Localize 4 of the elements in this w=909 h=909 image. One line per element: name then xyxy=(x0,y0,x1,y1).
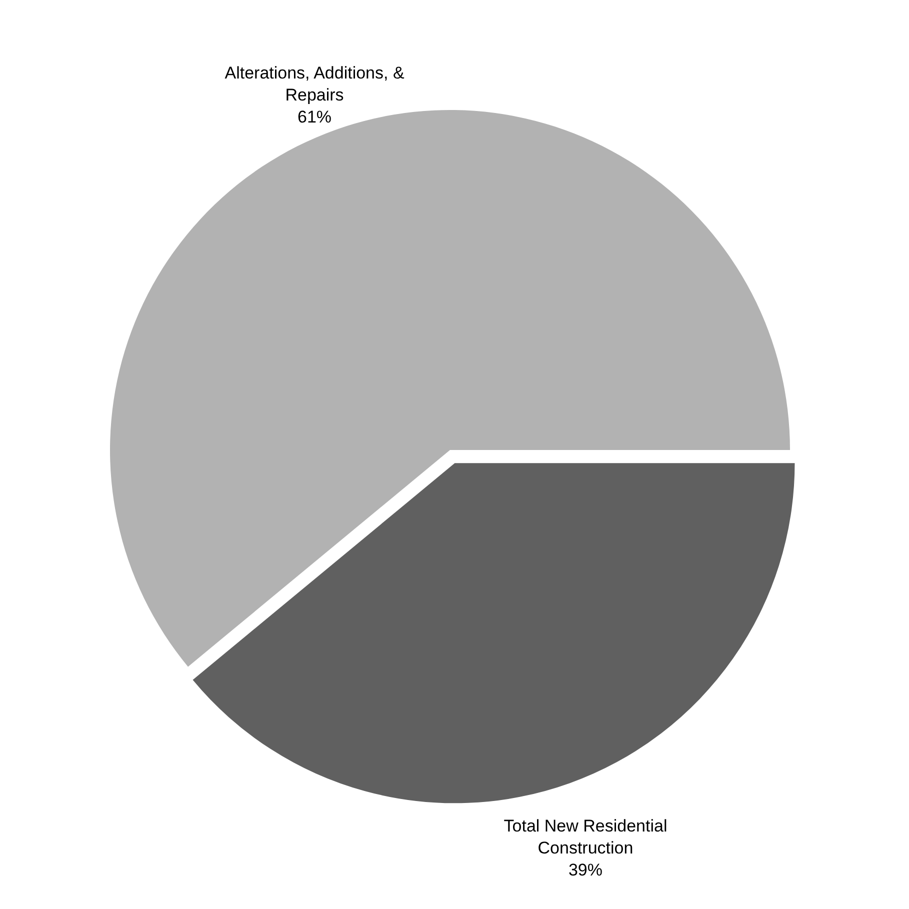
data-label: 61% xyxy=(297,108,332,127)
data-label: 39% xyxy=(568,860,603,880)
slice-label: Total New Residential Construction xyxy=(504,816,668,858)
slice-label: Alterations, Additions, & Repairs xyxy=(224,64,405,105)
